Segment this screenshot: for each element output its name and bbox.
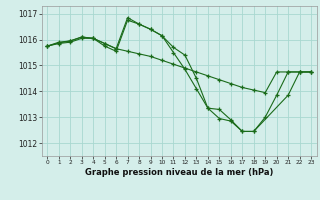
X-axis label: Graphe pression niveau de la mer (hPa): Graphe pression niveau de la mer (hPa) <box>85 168 273 177</box>
